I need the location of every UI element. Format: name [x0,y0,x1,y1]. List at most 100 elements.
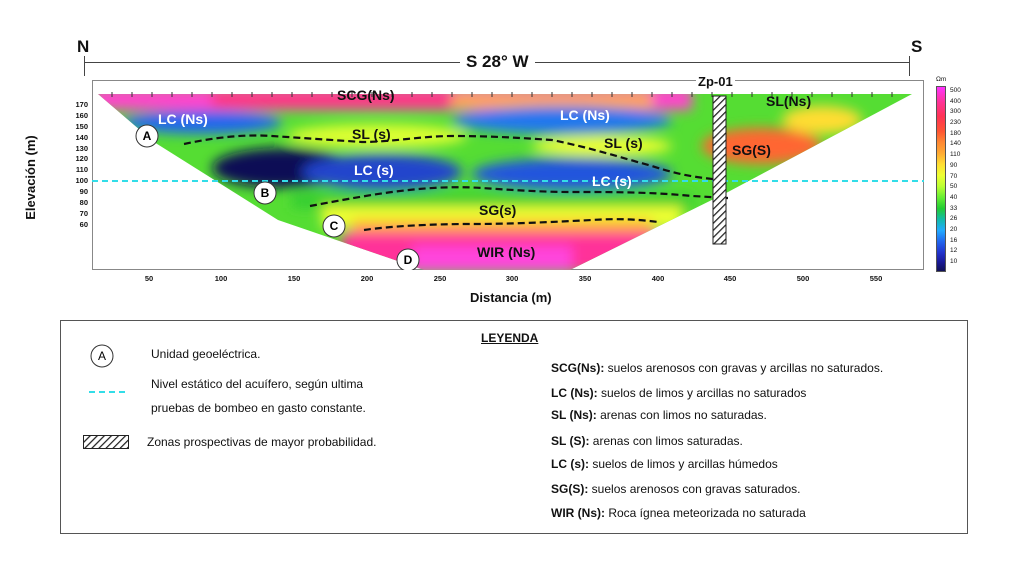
x-tick: 400 [651,274,665,283]
scale-unit: Ωm [936,76,947,83]
legend-item-lc-s: LC (s): suelos de limos y arcillas húmed… [551,457,778,471]
y-tick: 120 [75,154,88,164]
scale-value: 70 [950,172,958,180]
bearing-line-left-tick [84,56,85,76]
scale-value: 110 [950,151,961,159]
legend-item-wir: WIR (Ns): Roca ígnea meteorizada no satu… [551,506,806,520]
legend-water-sample [89,391,129,393]
unit-label-wir: WIR (Ns) [477,244,535,260]
scale-value: 26 [950,215,958,223]
zone-sg-s [702,128,822,164]
unit-label-sg-s-lower: SG(s) [479,202,516,218]
legend-desc: suelos arenosos con gravas y arcillas no… [604,361,884,375]
legend-desc: arenas con limos no saturadas. [596,408,767,422]
x-tick: 300 [505,274,519,283]
unit-label-scg: SCG(Ns) [337,87,395,103]
marker-b-label: B [261,186,270,200]
scale-value: 40 [950,193,958,201]
legend-code: SL (Ns): [551,408,597,422]
legend-item-scg: SCG(Ns): suelos arenosos con gravas y ar… [551,361,883,375]
marker-d-label: D [404,253,413,267]
zone-lc-ns-right [452,106,672,134]
x-tick: 50 [144,274,154,283]
y-tick: 130 [75,143,88,153]
legend-hatch-sample [83,435,129,449]
legend-item-sl-ns: SL (Ns): arenas con limos no saturadas. [551,408,767,422]
scale-value: 230 [950,119,961,127]
zone-lc-s-right [472,158,672,190]
x-axis-title: Distancia (m) [470,290,552,305]
zone-sl-s-left [287,124,467,148]
unit-label-lc-s-left: LC (s) [354,162,394,178]
legend-code: SCG(Ns): [551,361,605,375]
legend-desc: suelos de limos y arcillas húmedos [589,457,778,471]
scale-value: 180 [950,129,961,137]
x-tick: 500 [796,274,810,283]
x-tick: 550 [869,274,883,283]
zone-lower-green [292,194,692,208]
scale-value: 12 [950,247,958,255]
legend-marker-sample-label: A [98,349,106,363]
boundary-middle [309,186,729,208]
legend-item-lc-ns: LC (Ns): suelos de limos y arcillas no s… [551,386,806,400]
legend-desc: suelos de limos y arcillas no saturados [597,386,807,400]
y-tick: 80 [79,198,88,208]
legend-item-sg-s: SG(S): suelos arenosos con gravas satura… [551,482,800,496]
y-axis-title: Elevación (m) [22,135,38,220]
scale-value: 50 [950,183,958,191]
legend-code: LC (Ns): [551,386,598,400]
unit-label-lc-ns-left: LC (Ns) [158,111,208,127]
x-tick: 450 [723,274,737,283]
legend-title: LEYENDA [481,331,539,345]
scale-value: 16 [950,236,958,244]
marker-d: D [396,248,420,270]
zone-sg-s-yellow [782,106,862,134]
x-tick: 150 [287,274,301,283]
zone-scg-orange [452,94,652,108]
y-tick: 70 [79,208,88,218]
legend-panel: LEYENDA A Unidad geoeléctrica. Nivel est… [60,320,968,534]
unit-label-sl-ns: SL(Ns) [766,93,811,109]
scale-value: 10 [950,258,958,265]
scale-value: 90 [950,161,958,169]
unit-label-sl-s-right: SL (s) [604,135,643,151]
unit-label-sg-s: SG(S) [732,142,771,158]
marker-c: C [322,214,346,238]
y-tick: 90 [79,187,88,197]
well-zp01 [712,95,727,245]
scale-value: 500 [950,87,961,94]
y-tick: 140 [75,132,88,142]
well-label: Zp-01 [696,74,735,89]
x-tick: 100 [214,274,228,283]
marker-c-label: C [330,219,339,233]
legend-item-sl-s: SL (S): arenas con limos saturadas. [551,434,743,448]
y-tick: 170 [75,100,88,109]
legend-code: LC (s): [551,457,589,471]
marker-a: A [135,124,159,148]
zone-sg-s-lower-orange [352,220,652,234]
zone-wir-magenta [412,246,572,270]
legend-hatch-text: Zonas prospectivas de mayor probabilidad… [147,435,377,449]
legend-desc: suelos arenosos con gravas saturados. [588,482,801,496]
y-axis-ticks: 170 160 150 140 130 120 110 100 90 80 70… [60,100,88,231]
unit-label-lc-s-right: LC (s) [592,173,632,189]
legend-marker-sample: A [90,344,114,368]
x-tick: 250 [433,274,447,283]
scale-value: 140 [950,140,961,148]
y-tick: 150 [75,121,88,131]
legend-water-text-2: pruebas de bombeo en gasto constante. [151,401,366,415]
legend-desc: arenas con limos saturadas. [589,434,743,448]
y-tick: 60 [79,219,88,229]
color-scale-labels: 500 400 300 230 180 140 110 90 70 50 40 … [950,87,961,269]
unit-label-lc-ns-right: LC (Ns) [560,107,610,123]
y-tick: 160 [75,110,88,120]
unit-label-sl-s-left: SL (s) [352,126,391,142]
y-tick: 110 [75,165,88,175]
legend-code: SG(S): [551,482,589,496]
resistivity-section: SCG(Ns) SL(Ns) LC (Ns) LC (Ns) SL (s) SL… [92,87,924,270]
legend-code: WIR (Ns): [551,506,605,520]
south-label: S [911,37,923,56]
scale-value: 20 [950,225,958,233]
bearing-line-right-tick [909,56,910,76]
scale-value: 300 [950,108,961,116]
